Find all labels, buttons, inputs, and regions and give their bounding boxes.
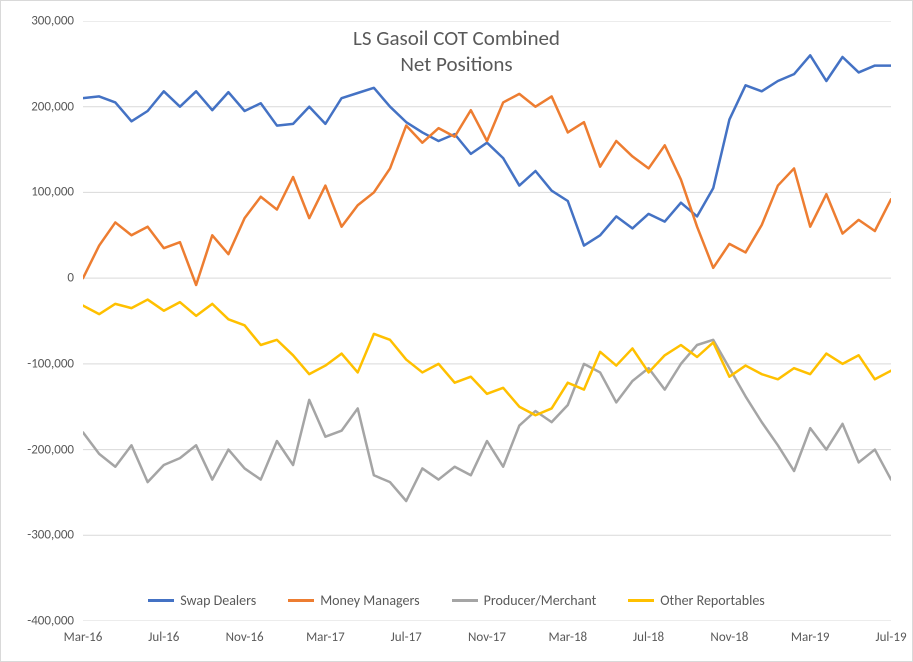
y-tick-label: -300,000 xyxy=(4,528,74,543)
chart-plot xyxy=(83,21,891,621)
y-tick-label: -100,000 xyxy=(4,356,74,371)
legend-item-swap-dealers: Swap Dealers xyxy=(148,592,256,609)
x-tick-label: Jul-18 xyxy=(633,630,664,645)
y-tick-label: 100,000 xyxy=(4,185,74,200)
legend-item-other-reportables: Other Reportables xyxy=(628,592,765,609)
legend-label: Money Managers xyxy=(320,592,419,609)
x-tick-label: Mar-19 xyxy=(791,630,830,645)
legend-swatch xyxy=(288,599,314,602)
x-tick-label: Mar-16 xyxy=(64,630,103,645)
legend-label: Other Reportables xyxy=(660,592,765,609)
legend-label: Producer/Merchant xyxy=(484,592,597,609)
y-tick-label: 200,000 xyxy=(4,99,74,114)
legend-swatch xyxy=(148,599,174,602)
x-tick-label: Nov-17 xyxy=(468,630,506,645)
series-swap-dealers xyxy=(83,55,891,245)
x-tick-label: Jul-19 xyxy=(875,630,906,645)
legend-label: Swap Dealers xyxy=(180,592,256,609)
x-tick-label: Mar-18 xyxy=(548,630,587,645)
x-tick-label: Nov-16 xyxy=(226,630,264,645)
y-tick-label: 300,000 xyxy=(4,14,74,29)
legend-item-money-managers: Money Managers xyxy=(288,592,419,609)
legend-swatch xyxy=(452,599,478,602)
chart-container: LS Gasoil COT Combined Net Positions -40… xyxy=(0,0,913,662)
series-other-reportables xyxy=(83,300,891,416)
y-tick-label: -200,000 xyxy=(4,442,74,457)
x-tick-label: Nov-18 xyxy=(710,630,748,645)
legend-swatch xyxy=(628,599,654,602)
y-tick-label: 0 xyxy=(4,271,74,286)
x-tick-label: Jul-16 xyxy=(148,630,179,645)
legend-item-producer-merchant: Producer/Merchant xyxy=(452,592,597,609)
x-tick-label: Mar-17 xyxy=(306,630,345,645)
y-tick-label: -400,000 xyxy=(4,614,74,629)
x-tick-label: Jul-17 xyxy=(391,630,422,645)
series-money-managers xyxy=(83,94,891,285)
legend: Swap Dealers Money Managers Producer/Merch… xyxy=(1,592,912,609)
